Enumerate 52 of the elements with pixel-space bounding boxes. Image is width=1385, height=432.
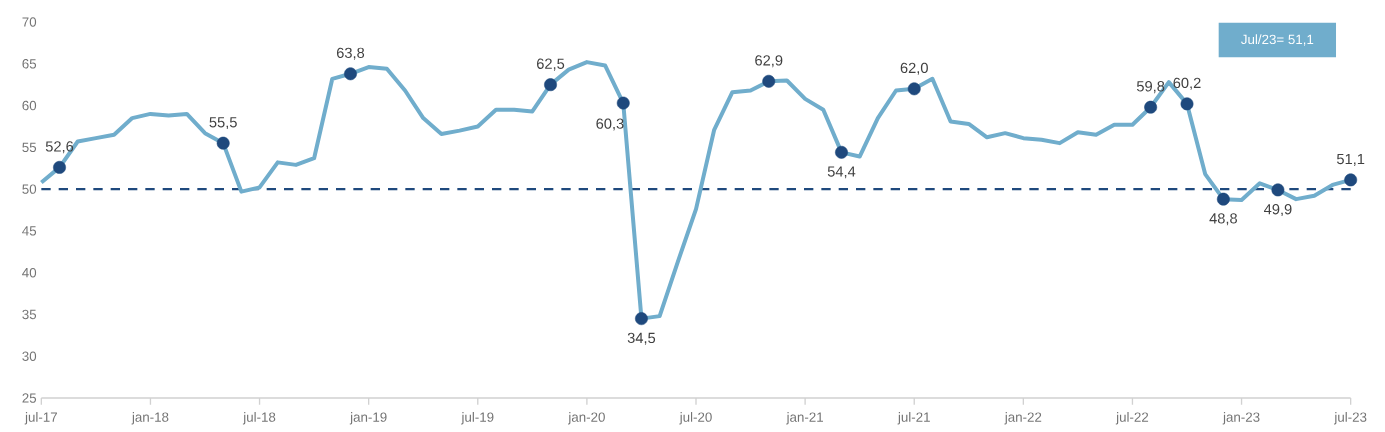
y-tick-label: 70 — [22, 17, 37, 27]
y-tick-label: 50 — [22, 184, 37, 194]
y-tick-label: 60 — [22, 100, 37, 111]
x-tick-label: jul-22 — [1115, 412, 1149, 425]
point — [1144, 100, 1158, 114]
data-label: 62,0 — [900, 62, 928, 75]
x-tick-label: jan-22 — [1004, 412, 1042, 425]
data-label: 60,3 — [596, 118, 624, 131]
data-label: 62,5 — [537, 58, 565, 71]
point — [216, 136, 230, 150]
point — [907, 82, 921, 96]
y-tick-label: 25 — [22, 393, 37, 403]
x-tick-label: jan-18 — [131, 412, 169, 425]
x-tick-label: jan-19 — [349, 412, 387, 425]
data-label: 54,4 — [827, 166, 856, 179]
data-label: 55,5 — [209, 117, 237, 130]
x-tick-label: jul-21 — [897, 412, 930, 425]
y-tick-label: 30 — [22, 351, 37, 361]
x-tick-label: jul-17 — [24, 412, 57, 425]
point — [544, 78, 557, 92]
data-label: 52,6 — [45, 141, 74, 154]
data-label: 48,8 — [1209, 213, 1237, 226]
point — [1344, 173, 1358, 187]
x-tick-label: jul-23 — [1334, 412, 1367, 425]
y-tick-label: 35 — [22, 309, 37, 320]
y-tick-label: 40 — [22, 267, 37, 278]
point — [53, 160, 66, 174]
x-tick-label: jan-23 — [1222, 412, 1260, 425]
data-label: 62,9 — [755, 55, 783, 68]
x-tick-label: jan-20 — [568, 412, 605, 425]
point — [1216, 192, 1230, 206]
y-tick-label: 65 — [22, 59, 37, 69]
x-tick-label: jul-18 — [242, 412, 276, 425]
data-label: 49,9 — [1263, 204, 1292, 217]
y-tick-label: 45 — [22, 226, 37, 236]
y-tick-label: 55 — [22, 142, 37, 152]
data-label: 59,8 — [1136, 81, 1165, 94]
point — [616, 96, 630, 110]
x-tick-label: jul-20 — [679, 412, 712, 425]
point — [835, 145, 848, 159]
x-tick-label: jul-19 — [461, 412, 494, 425]
point — [1271, 183, 1285, 197]
data-label: 60,2 — [1173, 77, 1201, 90]
x-tick-label: jan-21 — [786, 412, 823, 425]
point — [635, 312, 648, 326]
point — [344, 67, 357, 81]
point — [1180, 97, 1194, 111]
data-label: 63,8 — [336, 47, 365, 60]
data-label: 51,1 — [1336, 153, 1365, 166]
data-label: 34,5 — [627, 332, 656, 345]
point — [762, 74, 776, 88]
annotation: Jul/23= 51,1 — [1241, 34, 1314, 46]
